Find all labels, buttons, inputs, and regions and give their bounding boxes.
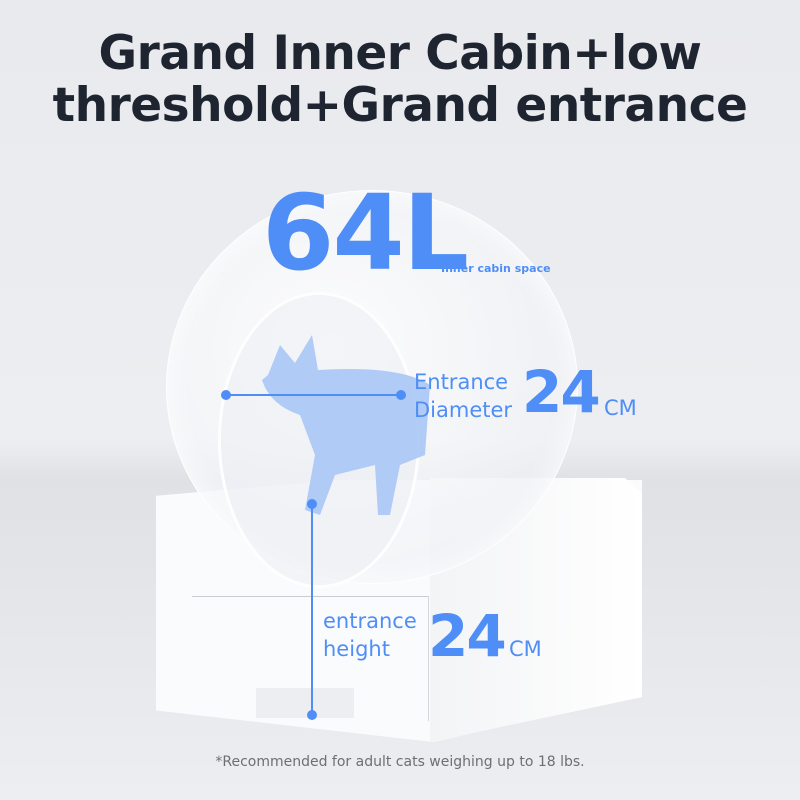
height-endpoint-top [307,499,317,509]
height-endpoint-bottom [307,710,317,720]
height-value: 24 [428,602,507,670]
cat-illustration [262,335,430,515]
diameter-value: 24 [522,358,601,426]
diameter-label: Entrance Diameter [414,368,512,424]
drawer-handle-slot [256,688,354,718]
footnote: *Recommended for adult cats weighing up … [215,754,585,770]
capacity-label: Inner cabin space [441,262,551,275]
headline-line-1: Grand Inner Cabin+low [98,26,702,81]
headline: Grand Inner Cabin+low threshold+Grand en… [0,28,800,132]
diameter-line [226,394,402,396]
diameter-endpoint-left [221,390,231,400]
height-line [311,503,313,715]
height-label: entrance height [323,607,417,663]
capacity-value: 64L [262,172,469,294]
height-unit: CM [509,637,542,661]
diameter-endpoint-right [396,390,406,400]
height-label-1: entrance [323,609,417,633]
diameter-label-2: Diameter [414,398,513,422]
waste-drawer [192,596,429,721]
headline-line-2: threshold+Grand entrance [52,78,748,133]
diameter-label-1: Entrance [414,370,509,394]
diameter-unit: CM [604,396,637,420]
height-label-2: height [323,637,390,661]
